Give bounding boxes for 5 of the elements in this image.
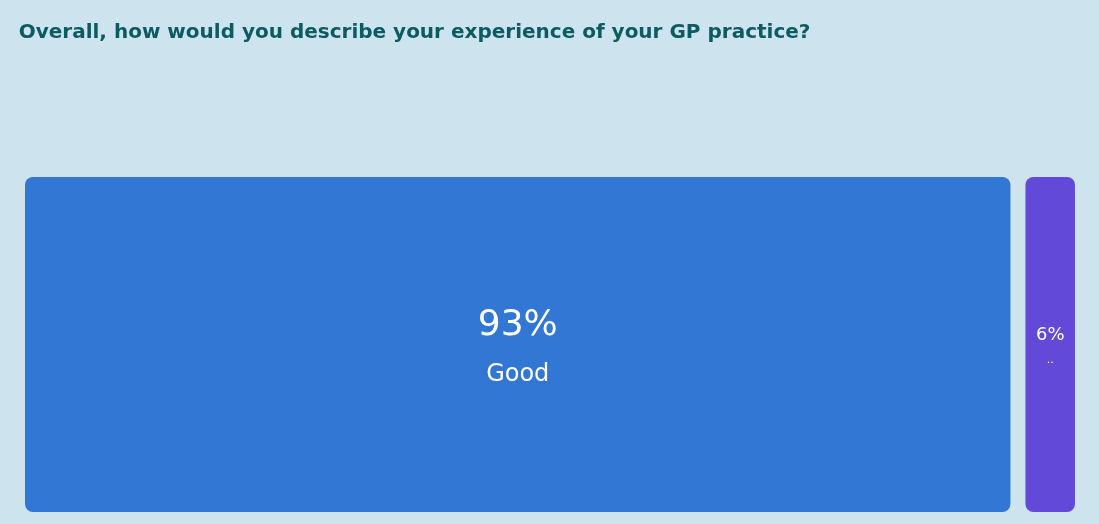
data-label: 93% [477,301,558,343]
text: Overall, how would you describe your experience of your GP practice? [18,18,811,43]
category-label: Good [486,359,550,388]
category-label: .. [1046,353,1054,367]
data-label: 6% [1035,322,1065,344]
